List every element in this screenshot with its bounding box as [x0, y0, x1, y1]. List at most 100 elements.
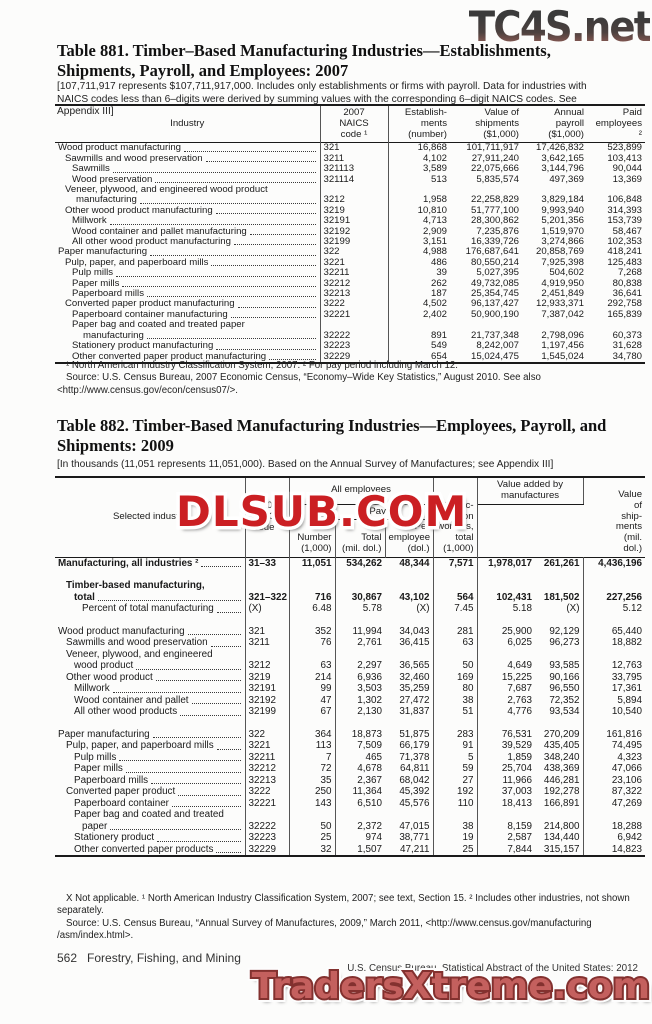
industry-cell: Paper bag and coated and treated paper	[55, 809, 246, 833]
value-added-total-cell: 6,025	[507, 637, 533, 649]
production-workers-cell: 59	[433, 763, 478, 775]
employees-number-cell: 32	[289, 843, 336, 857]
naics-code-cell: 3222	[245, 786, 290, 798]
value-added-per-worker-cell: 214,800	[535, 809, 584, 833]
industry-cell: Wood product manufacturing	[55, 142, 321, 154]
column-group-value-added: Value added by manufactures	[477, 477, 584, 505]
dot-leader	[146, 338, 316, 340]
column-header-selected-industry: Selected industry	[55, 477, 246, 558]
dot-leader	[233, 244, 316, 246]
production-workers-cell: 169	[433, 671, 478, 684]
payroll-total-cell: 6,510	[357, 797, 382, 809]
payroll-total-cell: 974	[365, 832, 382, 844]
industry-cell: Millwork	[55, 216, 321, 227]
table-row: Converted paper product manufacturing 32…	[55, 299, 645, 310]
table-882-body: Manufacturing, all industries ² 31–33 11…	[55, 557, 646, 857]
shipments-cell: 25,354,745	[470, 288, 519, 300]
dot-leader	[147, 296, 316, 298]
production-workers-cell: 564	[433, 569, 478, 604]
payroll-cell: 5,201,356	[541, 215, 584, 227]
value-added-total-cell: 1,978,017	[488, 557, 533, 569]
dot-leader	[211, 265, 316, 267]
table-row: Paperboard mills 32213 35 2,367 68,042 2…	[55, 774, 645, 787]
establishments-cell: 4,713	[422, 215, 447, 227]
dot-leader	[110, 829, 241, 831]
industry-cell: Paper mills	[55, 278, 321, 290]
production-workers-cell: 25	[433, 843, 478, 857]
employees-number-cell: 63	[289, 648, 336, 672]
table-881-header-row: Industry 2007 NAICS code ¹ Establish- me…	[55, 105, 645, 143]
dot-leader	[155, 680, 241, 682]
column-header-annual-payroll: Annual payroll ($1,000)	[548, 107, 584, 140]
payroll-cell: 3,274,866	[541, 236, 584, 248]
establishments-cell: 3,151	[422, 236, 447, 248]
table-881-body: Wood product manufacturing 321 16,868 10…	[55, 143, 645, 363]
establishments-cell: 486	[430, 256, 447, 268]
naics-code-cell: 32213	[320, 288, 389, 300]
naics-code-cell: 321114	[320, 174, 389, 186]
industry-cell: Veneer, plywood, and engineered wood pro…	[55, 185, 321, 206]
industry-cell: Paperboard container	[55, 797, 246, 810]
table-row: Stationery product manufacturing 32223 5…	[55, 340, 645, 352]
industry-cell: Pulp, paper, and paperboard mills	[55, 257, 321, 269]
table-row: Percent of total manufacturing (X) 6.48 …	[55, 603, 645, 615]
industry-cell: Sawmills and wood preservation	[55, 637, 246, 649]
payroll-cell: 1,197,456	[541, 340, 584, 352]
industry-cell: Paper mills	[55, 763, 246, 775]
naics-code-cell: 321–322	[245, 569, 290, 604]
employees-number-cell: 250	[289, 786, 336, 798]
dot-leader	[216, 348, 316, 350]
industry-cell: All other wood product manufacturing	[55, 237, 321, 248]
payroll-total-cell: 30,867	[351, 591, 382, 603]
dot-leader	[109, 223, 316, 225]
value-added-per-worker-cell: 96,550	[535, 683, 584, 695]
dot-leader	[191, 703, 241, 705]
payroll-total-cell: 18,873	[351, 728, 382, 740]
table-row: Pulp mills 32211 39 5,027,395 504,602 7,…	[55, 267, 645, 279]
payroll-cell: 7,387,042	[541, 308, 584, 320]
value-added-total-cell: 15,225	[501, 671, 533, 683]
column-header-industry: Industry	[55, 105, 321, 143]
shipments-value-cell: 47,269	[611, 797, 643, 809]
table-row: Millwork 32191 99 3,503 35,259 80 7,687 …	[55, 683, 645, 695]
production-workers-cell: 7,571	[433, 557, 478, 570]
naics-code-cell: (X)	[245, 603, 290, 615]
shipments-value-cell: 18,882	[611, 637, 643, 649]
column-group-payroll: Payroll	[335, 504, 434, 521]
production-workers-cell: 51	[433, 706, 478, 718]
payroll-per-employee-cell: 34,043	[385, 614, 434, 638]
employees-number-cell: 67	[289, 706, 336, 718]
naics-code-cell: 32229	[320, 351, 389, 363]
employees-number-cell: 50	[289, 809, 336, 833]
industry-cell: All other wood products	[55, 706, 246, 718]
payroll-per-employee-cell: 66,179	[385, 740, 434, 752]
employees-cell: 418,241	[607, 246, 642, 258]
naics-code-cell: 3221	[320, 257, 389, 269]
employees-number-cell: 47	[289, 694, 336, 707]
table-row: Sawmills and wood preservation 3211 76 2…	[55, 637, 645, 649]
table-882-header-row-2: Number (1,000) Payroll	[55, 504, 645, 558]
payroll-total-cell: 1,302	[357, 694, 382, 706]
payroll-per-employee-cell: 43,102	[385, 569, 434, 604]
payroll-cell: 4,919,950	[541, 277, 584, 289]
dot-leader	[125, 771, 241, 773]
shipments-cell: 28,300,862	[470, 215, 519, 227]
industry-cell: Converted paper product	[55, 786, 246, 798]
payroll-cell: 7,925,398	[541, 256, 584, 268]
dot-leader	[122, 286, 316, 288]
shipments-value-cell: 12,763	[611, 660, 643, 672]
establishments-cell: 10,810	[417, 204, 447, 216]
value-added-per-worker-cell: 92,129	[535, 614, 584, 638]
employees-number-cell: 214	[289, 671, 336, 684]
dot-leader	[230, 317, 316, 319]
employees-cell: 165,839	[607, 308, 642, 320]
dot-leader	[157, 840, 241, 842]
establishments-cell: 2,909	[422, 225, 447, 237]
payroll-total-cell: 2,372	[357, 820, 382, 832]
industry-cell: Sawmills	[55, 164, 321, 175]
establishments-cell: 39	[436, 267, 447, 279]
industry-cell: Wood preservation	[55, 174, 321, 186]
dot-leader	[180, 714, 241, 716]
page-footer-left: 562 Forestry, Fishing, and Mining	[57, 951, 241, 965]
